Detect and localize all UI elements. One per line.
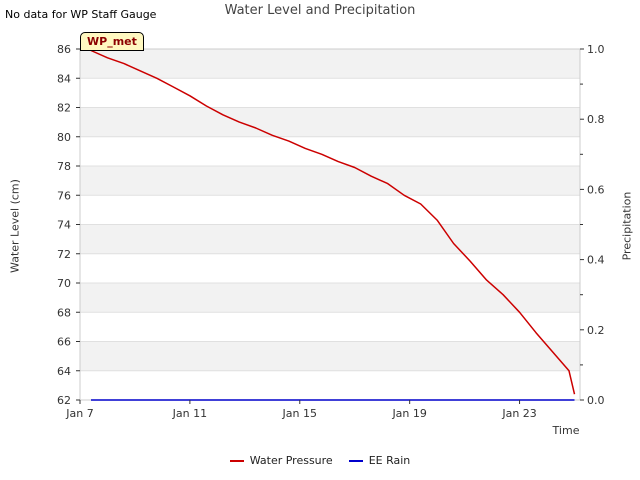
series-line-water-pressure — [90, 49, 576, 395]
legend-label-water-pressure: Water Pressure — [249, 454, 333, 467]
gridlines — [80, 48, 580, 401]
y-tick-label: 72 — [57, 248, 71, 261]
legend: Water Pressure EE Rain — [0, 454, 640, 467]
y-tick-label: 80 — [57, 131, 71, 144]
y2-tick-label: 1.0 — [587, 43, 605, 56]
y-tick-label: 64 — [57, 365, 71, 378]
y-tick-label: 78 — [57, 160, 71, 173]
legend-label-ee-rain: EE Rain — [368, 454, 411, 467]
plot-band — [80, 49, 580, 79]
x-tick-label: Jan 19 — [391, 407, 426, 420]
y-tick-label: 62 — [57, 394, 71, 407]
y-tick-label: 86 — [57, 43, 71, 56]
y2-tick-label: 0.4 — [587, 254, 605, 267]
plot-background-bands — [80, 49, 580, 371]
legend-swatch-water-pressure — [229, 459, 244, 462]
x-tick-label: Jan 15 — [282, 407, 317, 420]
plot-band — [80, 107, 580, 137]
x-tick-label: Jan 23 — [501, 407, 536, 420]
legend-item-ee-rain[interactable]: EE Rain — [348, 454, 411, 467]
chart-title: Water Level and Precipitation — [224, 3, 416, 18]
plot-band — [80, 224, 580, 254]
legend-item-water-pressure[interactable]: Water Pressure — [229, 454, 333, 467]
y-tick-label: 68 — [57, 306, 71, 319]
y-tick-label: 74 — [57, 219, 71, 232]
y2-tick-label: 0.6 — [587, 183, 605, 196]
x-tick-label: Jan 11 — [172, 407, 207, 420]
y-tick-label: 82 — [57, 102, 71, 115]
y-axis-left-ticks: 62 64 66 68 70 72 74 76 78 80 82 84 86 — [57, 43, 80, 407]
y-tick-label: 76 — [57, 189, 71, 202]
x-tick-label: Jan 7 — [65, 407, 93, 420]
x-axis-ticks: Jan 7 Jan 11 Jan 15 Jan 19 Jan 23 — [65, 400, 537, 420]
y-tick-label: 84 — [57, 72, 71, 85]
y-axis-left-label: Water Level (cm) — [8, 179, 22, 273]
plot-band — [80, 283, 580, 313]
plot-band — [80, 341, 580, 371]
y-tick-label: 66 — [57, 336, 71, 349]
no-data-note: No data for WP Staff Gauge — [5, 8, 157, 21]
site-badge: WP_met — [80, 32, 144, 51]
legend-swatch-ee-rain — [348, 459, 363, 462]
y-axis-right-ticks: 0.0 0.2 0.4 0.6 0.8 1.0 — [580, 43, 605, 407]
y2-tick-label: 0.2 — [587, 324, 605, 337]
y-axis-right-label: Precipitation — [620, 191, 634, 261]
plot-band — [80, 166, 580, 196]
y-tick-label: 70 — [57, 277, 71, 290]
series-layer — [90, 49, 576, 401]
y2-tick-label: 0.0 — [587, 394, 605, 407]
y2-tick-label: 0.8 — [587, 113, 605, 126]
x-axis-label: Time — [552, 424, 580, 437]
